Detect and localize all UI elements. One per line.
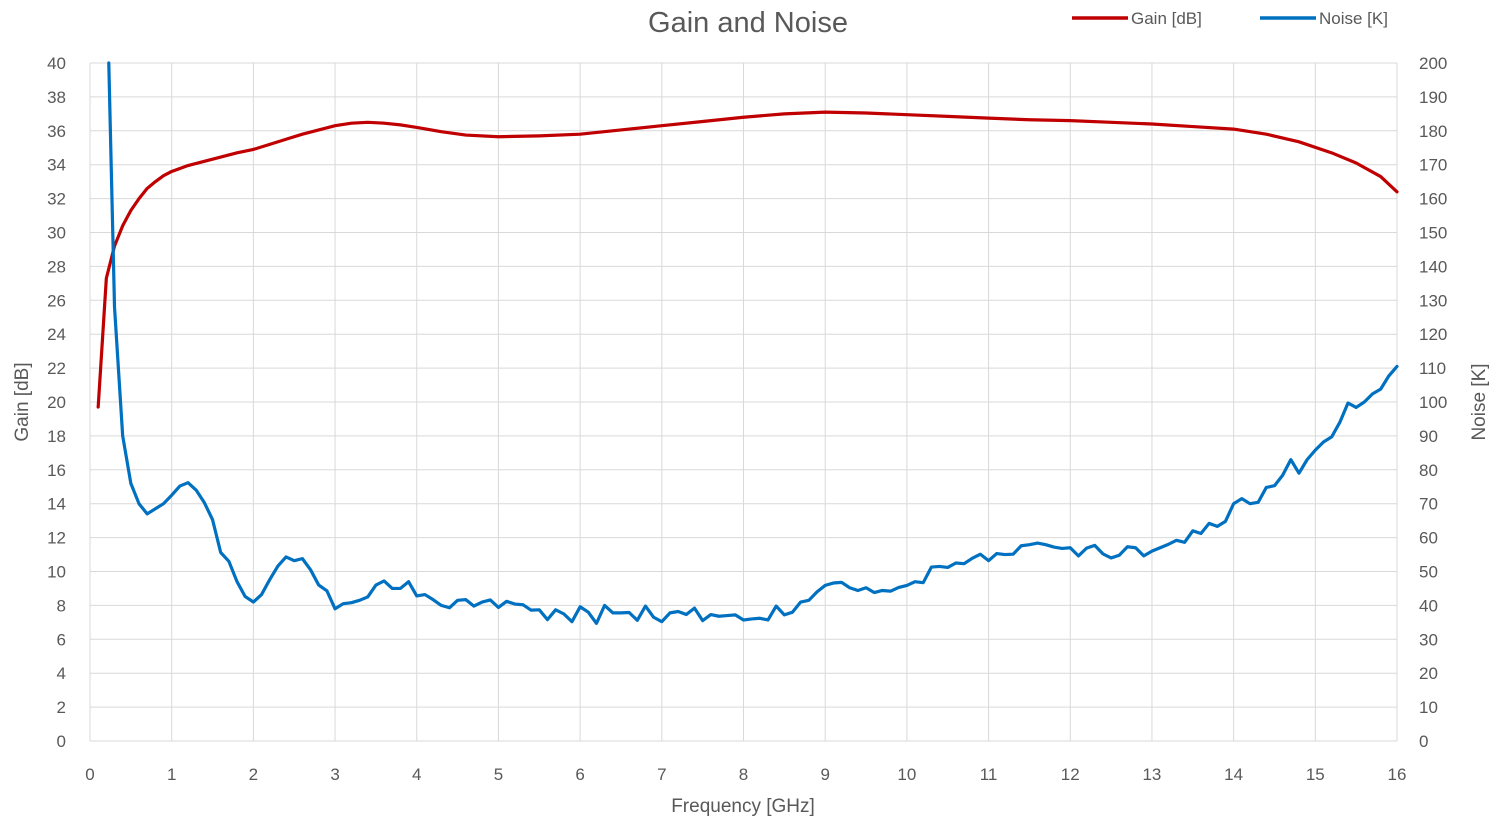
x-tick-label: 5	[494, 765, 503, 784]
y-tick-label: 14	[47, 495, 66, 514]
y2-tick-label: 70	[1419, 495, 1438, 514]
y2-tick-label: 170	[1419, 156, 1447, 175]
y-tick-label: 32	[47, 190, 66, 209]
y-tick-label: 4	[57, 664, 66, 683]
y2-tick-label: 140	[1419, 257, 1447, 276]
chart-title: Gain and Noise	[648, 7, 848, 39]
y2-tick-label: 130	[1419, 291, 1447, 310]
x-tick-label: 16	[1388, 765, 1407, 784]
y-tick-label: 38	[47, 88, 66, 107]
y2-tick-label: 20	[1419, 664, 1438, 683]
x-tick-label: 1	[167, 765, 176, 784]
y2-tick-label: 30	[1419, 630, 1438, 649]
x-tick-label: 2	[249, 765, 258, 784]
y2-tick-label: 90	[1419, 427, 1438, 446]
y2-tick-label: 100	[1419, 393, 1447, 412]
grid-layer	[89, 62, 1398, 742]
y2-tick-label: 160	[1419, 190, 1447, 209]
y-tick-label: 6	[57, 630, 66, 649]
x-axis-label: Frequency [GHz]	[671, 796, 815, 817]
y2-tick-label: 60	[1419, 529, 1438, 548]
noise-series-line	[107, 61, 1399, 625]
x-tick-label: 12	[1061, 765, 1080, 784]
x-tick-label: 0	[85, 765, 94, 784]
x-tick-label: 8	[739, 765, 748, 784]
x-tick-label: 6	[575, 765, 584, 784]
y2-tick-label: 190	[1419, 88, 1447, 107]
x-tick-label: 4	[412, 765, 421, 784]
y2-tick-label: 0	[1419, 732, 1428, 751]
y-tick-label: 16	[47, 461, 66, 480]
legend-label-noise: Noise [K]	[1319, 9, 1388, 28]
x-tick-label: 13	[1142, 765, 1161, 784]
y-tick-label: 24	[47, 325, 66, 344]
y2-tick-label: 110	[1419, 359, 1446, 378]
y2-tick-label: 180	[1419, 122, 1447, 141]
x-tick-label: 14	[1224, 765, 1243, 784]
y2-tick-label: 50	[1419, 563, 1438, 582]
y-tick-label: 40	[47, 54, 66, 73]
y-tick-label: 36	[47, 122, 66, 141]
y-tick-label: 18	[47, 427, 66, 446]
x-tick-label: 11	[980, 765, 998, 784]
y-tick-label: 0	[57, 732, 66, 751]
y2-tick-label: 150	[1419, 224, 1447, 243]
y2-tick-label: 200	[1419, 54, 1447, 73]
y-axis-label: Gain [dB]	[12, 362, 33, 441]
y2-axis-label: Noise [K]	[1469, 363, 1490, 440]
y-tick-label: 28	[47, 257, 66, 276]
x-tick-label: 3	[330, 765, 339, 784]
y-tick-label: 12	[47, 529, 66, 548]
x-tick-label: 9	[820, 765, 829, 784]
y-tick-label: 34	[47, 156, 66, 175]
legend-item-gain: Gain [dB]	[1072, 9, 1202, 28]
legend: Gain [dB] Noise [K]	[1072, 9, 1388, 28]
series-layer	[96, 61, 1399, 625]
axis-layer: 0246810121416182022242628303234363840010…	[47, 54, 1447, 784]
legend-item-noise: Noise [K]	[1260, 9, 1388, 28]
y-tick-label: 20	[47, 393, 66, 412]
y-tick-label: 8	[57, 596, 66, 615]
x-tick-label: 7	[657, 765, 666, 784]
y2-tick-label: 120	[1419, 325, 1447, 344]
y2-tick-label: 10	[1419, 698, 1438, 717]
y-tick-label: 2	[57, 698, 66, 717]
x-tick-label: 10	[897, 765, 916, 784]
y-tick-label: 10	[47, 563, 66, 582]
gain-series-line	[96, 110, 1399, 409]
y-tick-label: 30	[47, 224, 66, 243]
y2-tick-label: 40	[1419, 596, 1438, 615]
x-tick-label: 15	[1306, 765, 1325, 784]
y-tick-label: 26	[47, 291, 66, 310]
y2-tick-label: 80	[1419, 461, 1438, 480]
y-tick-label: 22	[47, 359, 66, 378]
legend-label-gain: Gain [dB]	[1131, 9, 1202, 28]
